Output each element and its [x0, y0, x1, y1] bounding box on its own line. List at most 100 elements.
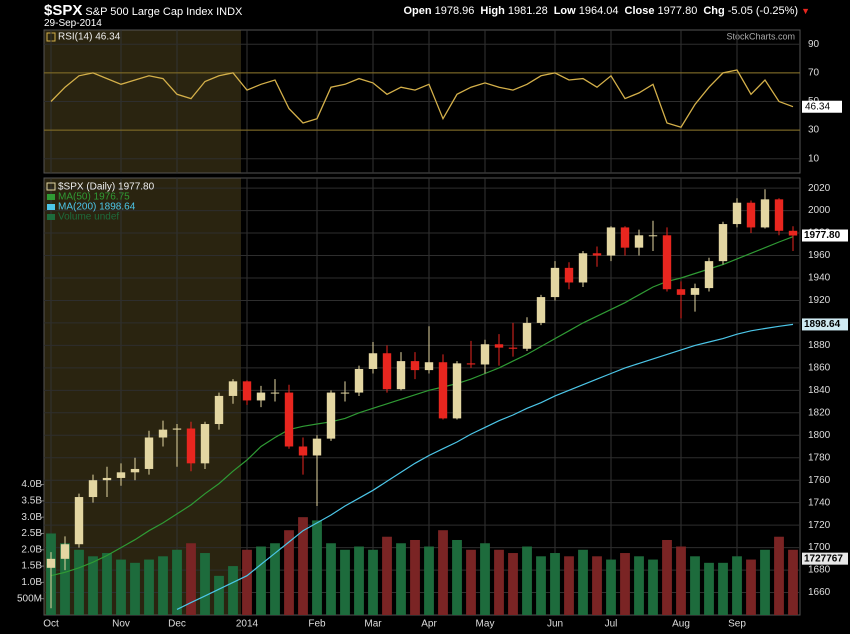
candle-body [242, 381, 252, 401]
volume-bar [88, 556, 98, 615]
volume-bar [620, 553, 630, 615]
price-frame [43, 177, 801, 616]
volume-bar [550, 553, 560, 615]
legend-icon [47, 204, 55, 210]
quote-label: Low [553, 5, 576, 17]
quote-value: 1978.96 [434, 5, 475, 17]
x-tick-label: Jun [547, 619, 563, 630]
y2-tick-label: 3.0B [21, 512, 42, 523]
candle-body [172, 428, 182, 430]
volume-bar [200, 553, 210, 615]
exchange: INDX [216, 6, 243, 18]
down-arrow: ▼ [801, 6, 810, 16]
rsi-legend: RSI(14) 46.34 [58, 32, 121, 43]
legend-icon [46, 182, 56, 191]
y-tick-label: 2020 [808, 183, 831, 194]
index-name: S&P 500 Large Cap Index [85, 6, 214, 18]
quote-label: Close [624, 5, 655, 17]
candle-body [88, 480, 98, 498]
y2-tick-label: 2.0B [21, 544, 42, 555]
legend-label: $SPX (Daily) 1977.80 [58, 182, 155, 193]
volume-bar [438, 530, 448, 615]
volume-bar [340, 549, 350, 615]
x-tick-label: Oct [43, 619, 59, 630]
period-shade [44, 178, 241, 615]
y-tick-label: 1960 [808, 250, 831, 261]
candle-body [760, 199, 770, 228]
candle-body [200, 424, 210, 464]
candle-body [130, 468, 140, 473]
candle-body [102, 477, 112, 481]
volume-bar [144, 559, 154, 615]
volume-bar [466, 549, 476, 615]
quote-label: Open [403, 5, 432, 17]
candle-body [60, 544, 70, 559]
volume-bar [480, 543, 490, 615]
y-tick-label: 1800 [808, 430, 831, 441]
volume-bar [508, 553, 518, 615]
candle-body [116, 472, 126, 478]
volume-bar [746, 559, 756, 615]
candle-body [326, 392, 336, 439]
volume-bar [256, 546, 266, 615]
y2-tick-label: 1.0B [21, 577, 42, 588]
y-tick-label: 1920 [808, 295, 831, 306]
volume-bar [564, 556, 574, 615]
candle-body [256, 392, 266, 401]
volume-bar [214, 575, 224, 615]
quote-label: Chg [703, 5, 725, 17]
volume-bar [578, 549, 588, 615]
candle-body [564, 267, 574, 283]
value-tag-label: 46.34 [805, 101, 830, 112]
candle-body [340, 392, 350, 394]
value-tag-label: 1898.64 [804, 319, 841, 330]
volume-bar [130, 562, 140, 615]
candle-body [704, 261, 714, 289]
candle-body [186, 428, 196, 464]
quote-label: High [480, 5, 505, 17]
y-tick-label: 30 [808, 125, 820, 136]
legend-label: MA(200) 1898.64 [58, 202, 136, 213]
quote-value: -5.05 (-0.25%) [727, 5, 799, 17]
volume-bar [732, 556, 742, 615]
candle-body [634, 235, 644, 248]
volume-bar [102, 553, 112, 615]
volume-bar [522, 546, 532, 615]
candle-body [74, 497, 84, 545]
title-line: $SPX S&P 500 Large Cap Index INDX [44, 2, 242, 19]
x-tick-label: Aug [672, 619, 690, 630]
legend-label: MA(50) 1976.75 [58, 192, 130, 203]
candle-body [648, 235, 658, 237]
y-tick-label: 90 [808, 39, 820, 50]
volume-bar [228, 566, 238, 615]
candle-body [424, 362, 434, 371]
candle-body [620, 227, 630, 248]
x-tick-label: 2014 [236, 619, 259, 630]
candle-body [494, 344, 504, 348]
y-tick-label: 1880 [808, 340, 831, 351]
volume-bar [774, 536, 784, 615]
y-tick-label: 1780 [808, 452, 831, 463]
candle-body [270, 392, 280, 394]
value-tag [802, 100, 842, 113]
volume-bar [494, 549, 504, 615]
volume-bar [116, 559, 126, 615]
candle-body [592, 253, 602, 256]
volume-bar [396, 543, 406, 615]
value-tag-label: 1977.80 [804, 230, 841, 241]
y-tick-label: 1840 [808, 385, 831, 396]
volume-bar [326, 543, 336, 615]
candle-body [396, 361, 406, 390]
candle-body [144, 437, 154, 469]
volume-bar [676, 546, 686, 615]
header: $SPX S&P 500 Large Cap Index INDX 29-Sep… [0, 0, 850, 30]
symbol: $SPX [44, 2, 83, 19]
candle-body [438, 362, 448, 419]
volume-bar [788, 549, 798, 615]
candle-body [466, 363, 476, 365]
candle-body [46, 558, 56, 568]
volume-bar [410, 539, 420, 615]
y-tick-label: 1700 [808, 542, 831, 553]
value-tag [802, 318, 848, 331]
